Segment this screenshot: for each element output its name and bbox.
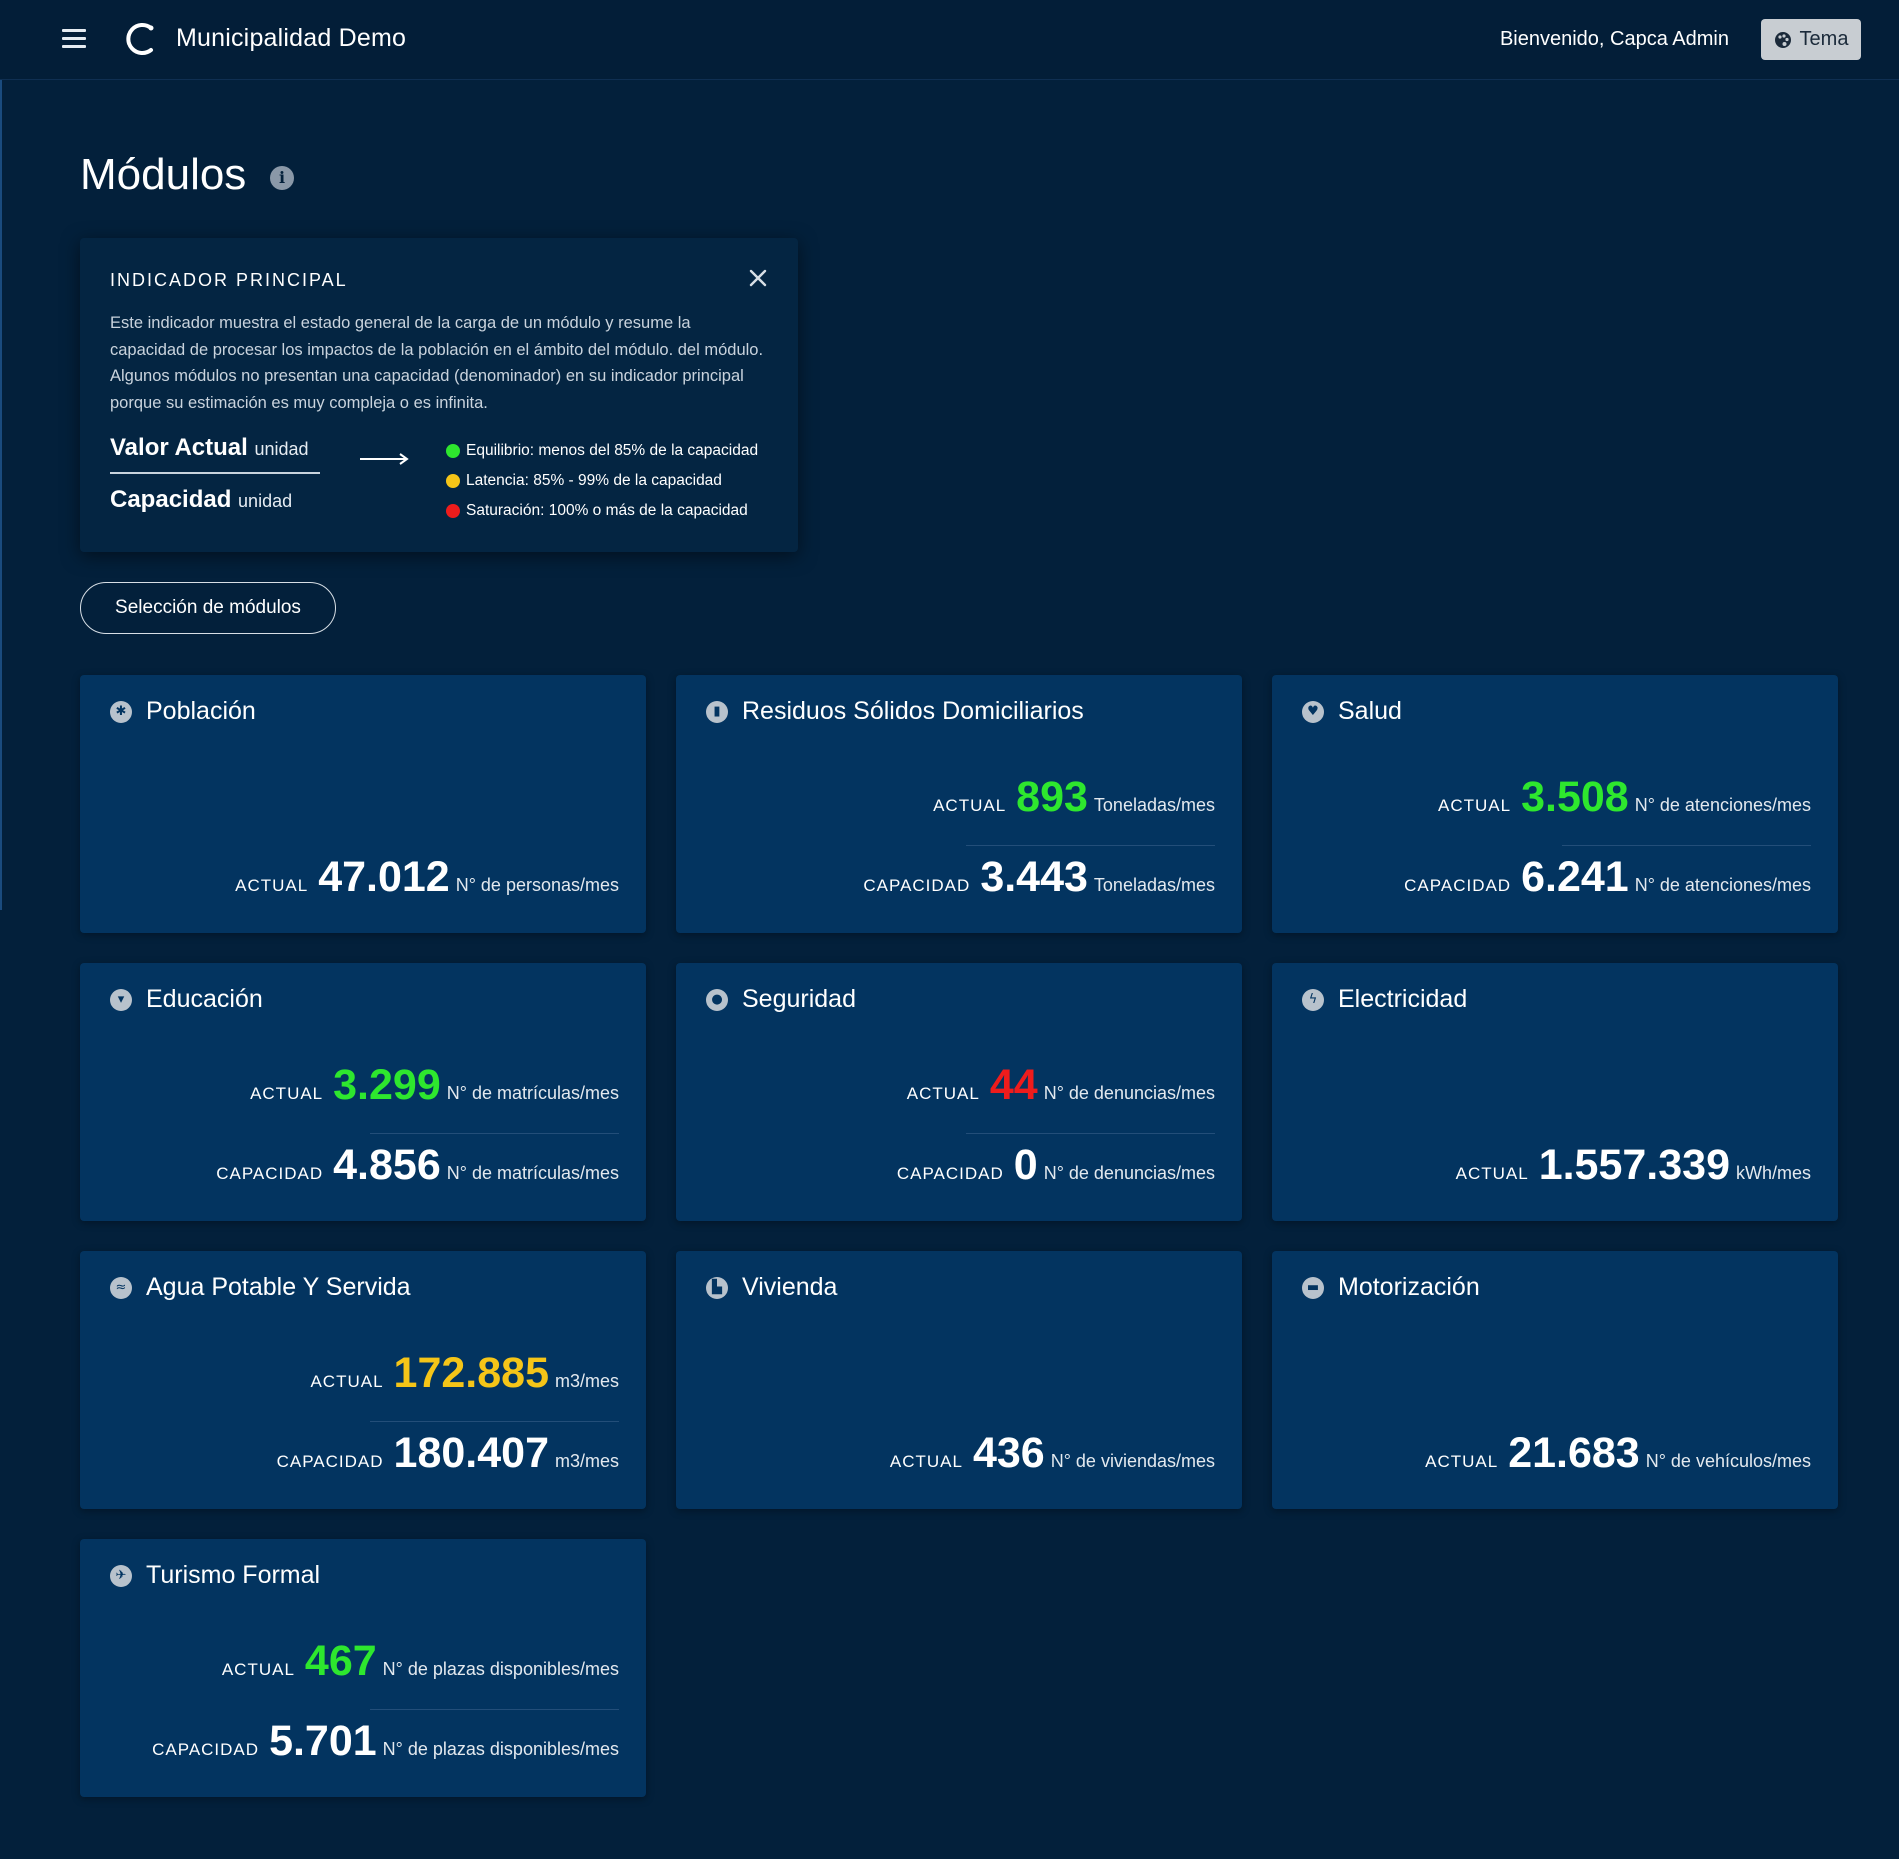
metric-divider (370, 1709, 619, 1710)
module-card-electricidad[interactable]: ϟ Electricidad ACTUAL 1.557.339 kWh/mes (1272, 963, 1838, 1221)
trash-icon: ▮ (706, 700, 728, 723)
module-card-vivienda[interactable]: ▙ Vivienda ACTUAL 436 N° de viviendas/me… (676, 1251, 1242, 1509)
capacity-metric: CAPACIDAD 5.701 N° de plazas disponibles… (152, 1717, 619, 1765)
heart-icon: ♥ (1302, 700, 1324, 723)
legend-item-latency: Latencia: 85% - 99% de la capacidad (446, 466, 758, 496)
water-icon: ≈ (110, 1276, 132, 1299)
indicator-title: INDICADOR PRINCIPAL (110, 270, 348, 290)
info-icon[interactable]: i (270, 166, 294, 190)
sidebar-edge (0, 80, 2, 910)
module-card-residuos[interactable]: ▮ Residuos Sólidos Domiciliarios ACTUAL … (676, 675, 1242, 933)
indicator-description: Este indicador muestra el estado general… (110, 314, 764, 412)
module-name: Turismo Formal (146, 1561, 321, 1589)
actual-metric: ACTUAL 467 N° de plazas disponibles/mes (221, 1637, 619, 1685)
tourism-icon: ✈ (110, 1564, 132, 1587)
yellow-dot-icon (446, 474, 460, 488)
fraction-denominator: Capacidad unidad (110, 486, 293, 513)
actual-value: 893 (1016, 773, 1088, 821)
actual-metric: ACTUAL 172.885 m3/mes (310, 1349, 619, 1397)
metric-divider (370, 1421, 619, 1422)
module-name: Residuos Sólidos Domiciliarios (742, 697, 1084, 725)
capacity-value: 3.443 (980, 853, 1088, 901)
metric-divider (1562, 845, 1811, 846)
logo-icon (126, 23, 154, 55)
module-selection-button[interactable]: Selección de módulos (80, 582, 336, 634)
theme-label: Tema (1799, 28, 1849, 50)
bolt-icon: ϟ (1302, 988, 1324, 1011)
module-card-motorizacion[interactable]: ▬ Motorización ACTUAL 21.683 N° de vehíc… (1272, 1251, 1838, 1509)
module-grid: ✱ Población ACTUAL 47.012 N° de personas… (80, 675, 1840, 1797)
capacity-value: 6.241 (1521, 853, 1629, 901)
module-name: Seguridad (742, 985, 856, 1013)
module-name: Educación (146, 985, 263, 1013)
fraction-line (110, 472, 320, 474)
module-card-salud[interactable]: ♥ Salud ACTUAL 3.508 N° de atenciones/me… (1272, 675, 1838, 933)
education-icon: ▾ (110, 988, 132, 1011)
capacity-metric: CAPACIDAD 4.856 N° de matrículas/mes (216, 1141, 619, 1189)
actual-metric: ACTUAL 44 N° de denuncias/mes (906, 1061, 1215, 1109)
actual-value: 172.885 (393, 1349, 549, 1397)
capacity-value: 0 (1013, 1141, 1038, 1189)
metric-divider (966, 845, 1215, 846)
actual-metric: ACTUAL 47.012 N° de personas/mes (235, 853, 619, 901)
module-card-agua[interactable]: ≈ Agua Potable Y Servida ACTUAL 172.885 … (80, 1251, 646, 1509)
actual-value: 467 (304, 1637, 377, 1685)
status-legend: Equilibrio: menos del 85% de la capacida… (446, 436, 758, 526)
capacity-value: 4.856 (333, 1141, 441, 1189)
capacity-metric: CAPACIDAD 3.443 Toneladas/mes (863, 853, 1215, 901)
close-icon[interactable] (744, 264, 772, 292)
building-icon: ▙ (706, 1276, 728, 1299)
actual-value: 3.508 (1521, 773, 1629, 821)
arrow-right-icon (360, 453, 409, 465)
actual-value: 3.299 (333, 1061, 441, 1109)
actual-metric: ACTUAL 436 N° de viviendas/mes (889, 1429, 1215, 1477)
palette-icon (1774, 31, 1791, 48)
actual-value: 436 (972, 1429, 1045, 1477)
theme-button[interactable]: Tema (1761, 19, 1861, 60)
actual-metric: ACTUAL 1.557.339 kWh/mes (1455, 1141, 1811, 1189)
module-card-seguridad[interactable]: ● Seguridad ACTUAL 44 N° de denuncias/me… (676, 963, 1242, 1221)
top-bar: Municipalidad Demo Bienvenido, Capca Adm… (0, 0, 1899, 80)
green-dot-icon (446, 444, 460, 458)
menu-icon[interactable] (62, 29, 88, 51)
module-card-turismo[interactable]: ✈ Turismo Formal ACTUAL 467 N° de plazas… (80, 1539, 646, 1797)
capacity-metric: CAPACIDAD 180.407 m3/mes (276, 1429, 619, 1477)
module-name: Población (146, 697, 256, 725)
actual-value: 1.557.339 (1538, 1141, 1730, 1189)
capacity-value: 180.407 (393, 1429, 549, 1477)
module-card-educacion[interactable]: ▾ Educación ACTUAL 3.299 N° de matrícula… (80, 963, 646, 1221)
metric-divider (370, 1133, 619, 1134)
module-name: Agua Potable Y Servida (146, 1273, 411, 1301)
actual-metric: ACTUAL 893 Toneladas/mes (933, 773, 1215, 821)
app-title: Municipalidad Demo (176, 24, 407, 52)
module-name: Electricidad (1338, 985, 1468, 1013)
population-icon: ✱ (110, 700, 132, 723)
indicator-card: INDICADOR PRINCIPAL Este indicador muest… (80, 238, 798, 552)
indicator-fraction: Valor Actual unidad Capacidad unidad (110, 434, 320, 514)
actual-value: 21.683 (1508, 1429, 1640, 1477)
metric-divider (966, 1133, 1215, 1134)
page-title: Módulos (80, 150, 247, 199)
legend-item-equilibrium: Equilibrio: menos del 85% de la capacida… (446, 436, 758, 466)
module-card-poblacion[interactable]: ✱ Población ACTUAL 47.012 N° de personas… (80, 675, 646, 933)
fraction-numerator: Valor Actual unidad (110, 434, 309, 461)
red-dot-icon (446, 504, 460, 518)
module-name: Salud (1338, 697, 1402, 725)
capacity-metric: CAPACIDAD 6.241 N° de atenciones/mes (1404, 853, 1811, 901)
capacity-metric: CAPACIDAD 0 N° de denuncias/mes (896, 1141, 1215, 1189)
actual-metric: ACTUAL 3.299 N° de matrículas/mes (250, 1061, 619, 1109)
police-icon: ● (706, 988, 728, 1011)
capacity-value: 5.701 (269, 1717, 377, 1765)
module-name: Vivienda (742, 1273, 838, 1301)
car-icon: ▬ (1302, 1276, 1324, 1299)
actual-metric: ACTUAL 3.508 N° de atenciones/mes (1438, 773, 1811, 821)
legend-item-saturation: Saturación: 100% o más de la capacidad (446, 496, 758, 526)
actual-value: 44 (989, 1061, 1038, 1109)
actual-metric: ACTUAL 21.683 N° de vehículos/mes (1425, 1429, 1811, 1477)
actual-value: 47.012 (318, 853, 450, 901)
module-name: Motorización (1338, 1273, 1480, 1301)
welcome-text: Bienvenido, Capca Admin (1499, 28, 1729, 50)
